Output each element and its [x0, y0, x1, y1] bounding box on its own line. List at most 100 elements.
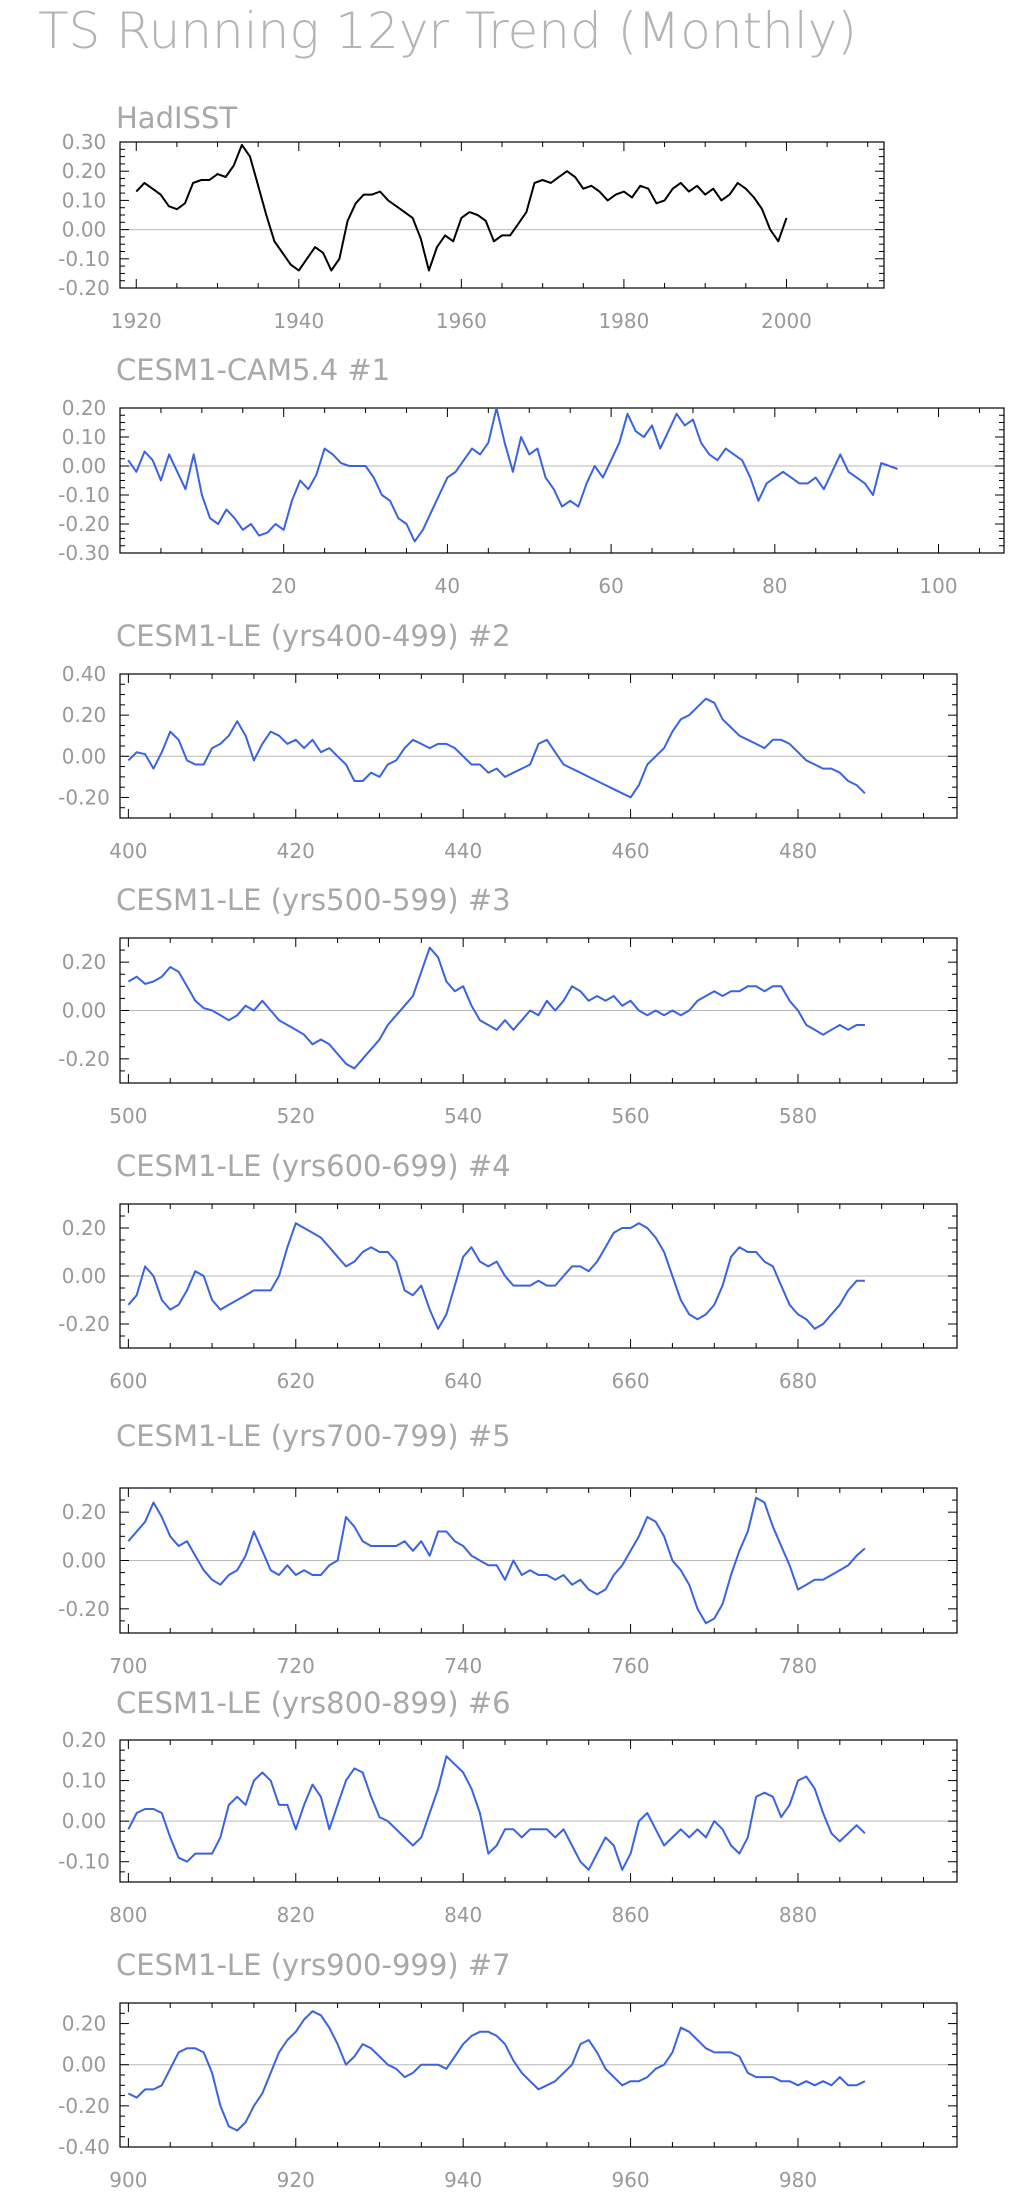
x-tick-label: 880 — [779, 1903, 817, 1927]
y-tick-label: 0.00 — [62, 999, 107, 1023]
x-tick-label: 680 — [779, 1369, 817, 1393]
y-tick-label: 0.00 — [62, 2053, 107, 2077]
y-tick-label: -0.20 — [58, 1312, 110, 1336]
panel-7: CESM1-LE (yrs800-899) #6 800 820 840 860 880 -… — [58, 1686, 958, 1927]
x-tick-label: 80 — [762, 574, 787, 598]
panel-8: CESM1-LE (yrs900-999) #7 900 920 940 960 980 -… — [58, 1948, 958, 2192]
y-tick-label: 0.20 — [62, 1216, 107, 1240]
panel-title: CESM1-CAM5.4 #1 — [116, 353, 390, 387]
x-tick-label: 480 — [779, 839, 817, 863]
series-line-1 — [127, 1496, 866, 1625]
figure-title: TS Running 12yr Trend (Monthly) — [38, 2, 857, 60]
series-line-1 — [127, 1222, 865, 1330]
x-tick-label: 720 — [277, 1654, 315, 1678]
y-tick-label: -0.20 — [58, 2094, 110, 2118]
x-tick-label: 560 — [611, 1104, 649, 1128]
panel-title: HadISST — [116, 101, 237, 135]
panel-title: CESM1-LE (yrs500-599) #3 — [116, 883, 511, 917]
panel-3: CESM1-LE (yrs400-499) #2 400 420 440 460 480 -… — [58, 619, 958, 863]
panel-title: CESM1-LE (yrs800-899) #6 — [116, 1686, 511, 1720]
y-tick-label: -0.40 — [58, 2135, 110, 2159]
y-tick-label: 0.20 — [62, 1728, 107, 1752]
y-tick-label: 0.20 — [62, 950, 107, 974]
x-tick-label: 440 — [444, 839, 482, 863]
y-tick-label: 0.20 — [62, 703, 107, 727]
panel-6: CESM1-LE (yrs700-799) #5 700 720 740 760 780 -… — [58, 1419, 958, 1678]
y-tick-label: -0.20 — [58, 512, 110, 536]
x-tick-label: 940 — [444, 2168, 482, 2192]
panel-5: CESM1-LE (yrs600-699) #4 600 620 640 660 680 -… — [58, 1149, 958, 1393]
x-tick-label: 660 — [611, 1369, 649, 1393]
x-tick-label: 900 — [109, 2168, 147, 2192]
y-tick-label: 0.10 — [62, 425, 107, 449]
x-tick-label: 920 — [277, 2168, 315, 2192]
x-tick-label: 960 — [611, 2168, 649, 2192]
y-tick-label: 0.10 — [62, 188, 107, 212]
x-tick-label: 400 — [109, 839, 147, 863]
y-tick-label: -0.20 — [58, 785, 110, 809]
x-tick-label: 40 — [435, 574, 460, 598]
x-tick-label: 620 — [277, 1369, 315, 1393]
y-tick-label: -0.20 — [58, 276, 110, 300]
x-tick-label: 2000 — [761, 309, 812, 333]
x-tick-label: 640 — [444, 1369, 482, 1393]
y-tick-label: 0.10 — [62, 1769, 107, 1793]
panels-group: HadISST 1920 1940 1960 1980 2000 -0.20 -0.10 0.0… — [58, 101, 1005, 2192]
y-tick-label: 0.00 — [62, 744, 107, 768]
y-tick-label: 0.00 — [62, 218, 107, 242]
x-tick-label: 800 — [109, 1903, 147, 1927]
series-line-1 — [135, 143, 788, 272]
panel-2: CESM1-CAM5.4 #1 20 40 60 80 100 -0.30 -0.20 -0.1… — [58, 353, 1005, 598]
y-tick-label: 0.00 — [62, 1809, 107, 1833]
y-tick-label: -0.20 — [58, 1047, 110, 1071]
y-tick-label: 0.00 — [62, 1549, 107, 1573]
x-tick-label: 760 — [611, 1654, 649, 1678]
series-line-1 — [127, 697, 866, 799]
x-tick-label: 460 — [611, 839, 649, 863]
series-line-1 — [127, 946, 865, 1070]
x-tick-label: 20 — [271, 574, 296, 598]
y-tick-label: 0.20 — [62, 2012, 107, 2036]
x-tick-label: 700 — [109, 1654, 147, 1678]
y-tick-label: 0.00 — [62, 1264, 107, 1288]
series-line-1 — [127, 407, 898, 543]
x-tick-label: 60 — [598, 574, 623, 598]
panel-4: CESM1-LE (yrs500-599) #3 500 520 540 560 580 -… — [58, 883, 958, 1128]
x-tick-label: 580 — [779, 1104, 817, 1128]
y-tick-label: -0.10 — [58, 1850, 110, 1874]
series-line-1 — [127, 2010, 866, 2132]
panel-title: CESM1-LE (yrs900-999) #7 — [116, 1948, 511, 1982]
x-tick-label: 840 — [444, 1903, 482, 1927]
panel-title: CESM1-LE (yrs700-799) #5 — [116, 1419, 511, 1453]
x-tick-label: 420 — [277, 839, 315, 863]
x-tick-label: 1980 — [598, 309, 649, 333]
x-tick-label: 600 — [109, 1369, 147, 1393]
x-tick-label: 980 — [779, 2168, 817, 2192]
y-tick-label: 0.40 — [62, 662, 107, 686]
x-tick-label: 100 — [919, 574, 957, 598]
panel-title: CESM1-LE (yrs400-499) #2 — [116, 619, 511, 653]
x-tick-label: 1920 — [111, 309, 162, 333]
y-tick-label: -0.30 — [58, 541, 110, 565]
x-tick-label: 780 — [779, 1654, 817, 1678]
x-tick-label: 820 — [277, 1903, 315, 1927]
panel-title: CESM1-LE (yrs600-699) #4 — [116, 1149, 511, 1183]
x-tick-label: 1960 — [436, 309, 487, 333]
y-tick-label: 0.20 — [62, 159, 107, 183]
y-tick-label: 0.20 — [62, 396, 107, 420]
y-tick-label: -0.10 — [58, 483, 110, 507]
x-tick-label: 540 — [444, 1104, 482, 1128]
y-tick-label: -0.10 — [58, 247, 110, 271]
series-line-1 — [127, 1755, 866, 1871]
x-tick-label: 860 — [611, 1903, 649, 1927]
x-tick-label: 520 — [277, 1104, 315, 1128]
x-tick-label: 740 — [444, 1654, 482, 1678]
y-tick-label: 0.30 — [62, 130, 107, 154]
y-tick-label: -0.20 — [58, 1597, 110, 1621]
y-tick-label: 0.00 — [62, 454, 107, 478]
x-tick-label: 1940 — [273, 309, 324, 333]
x-tick-label: 500 — [109, 1104, 147, 1128]
y-tick-label: 0.20 — [62, 1500, 107, 1524]
panel-1: HadISST 1920 1940 1960 1980 2000 -0.20 -0.10 0.0… — [58, 101, 885, 333]
